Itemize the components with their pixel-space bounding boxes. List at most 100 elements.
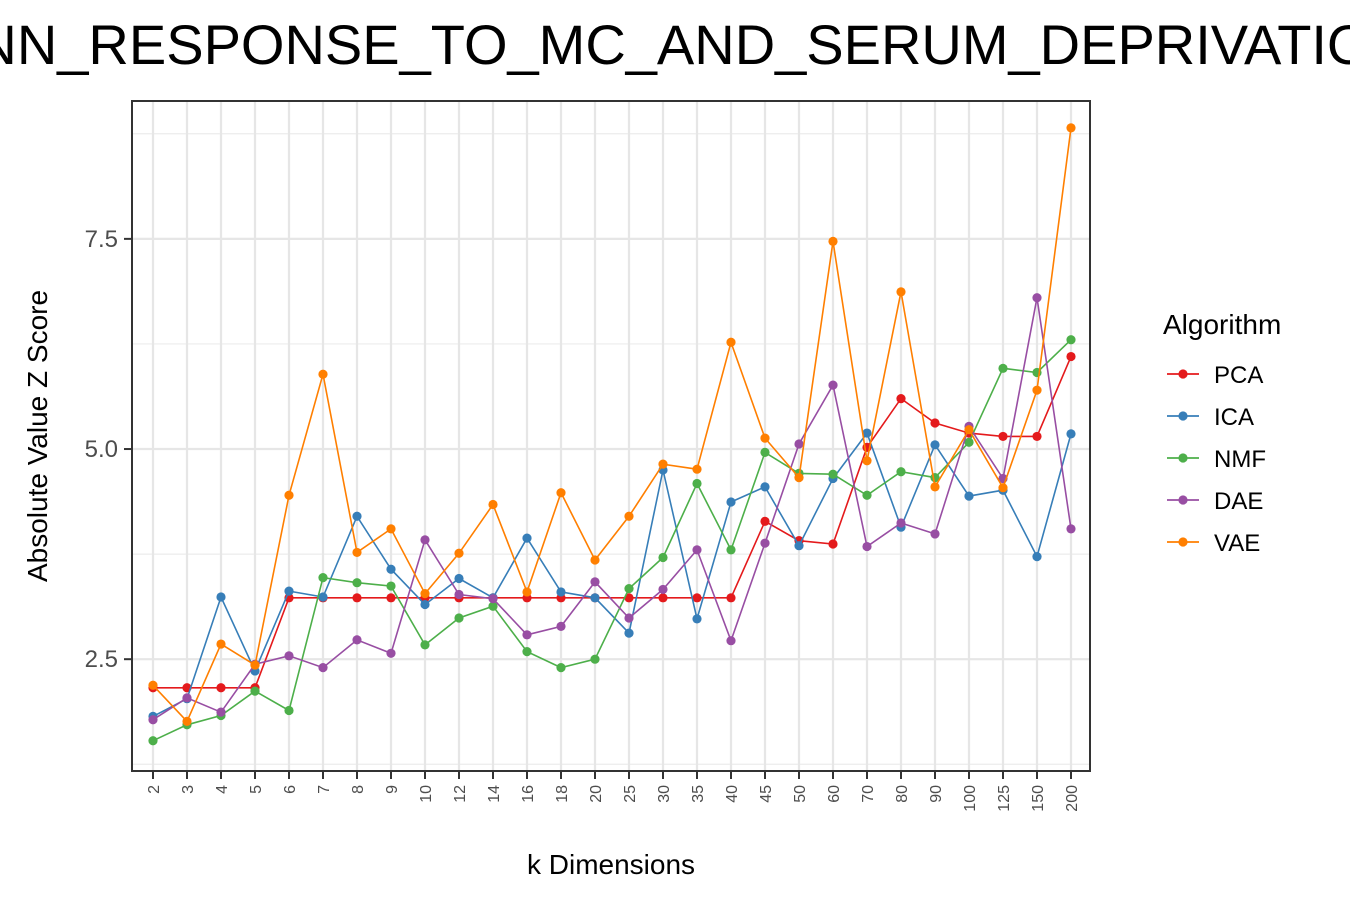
legend-item-ica: ICA (1167, 404, 1254, 431)
series-vae (148, 123, 1076, 727)
x-tick-label: 30 (656, 785, 673, 803)
x-tick-label: 25 (622, 785, 639, 803)
legend-label: PCA (1214, 362, 1263, 389)
chart-title: ANN_RESPONSE_TO_MC_AND_SERUM_DEPRIVATION (0, 13, 1350, 76)
data-point-vae (998, 483, 1008, 493)
data-point-vae (556, 488, 566, 498)
data-point-nmf (522, 647, 532, 657)
data-point-dae (522, 630, 532, 640)
data-point-pca (624, 593, 634, 603)
data-point-pca (658, 593, 668, 603)
data-point-pca (1066, 351, 1076, 362)
data-point-nmf (1066, 335, 1076, 345)
axes: 2.55.07.52 3 4 5 6 7 8 9 10 12 14 16 18 20 25 30 35 40 45 5… (85, 226, 1081, 812)
data-point-nmf (998, 363, 1008, 373)
data-point-nmf (250, 686, 260, 696)
legend-item-vae: VAE (1167, 530, 1260, 557)
x-tick-label: 60 (826, 785, 843, 803)
y-tick-label: 5.0 (85, 436, 118, 463)
data-point-dae (182, 693, 192, 703)
data-point-ica (454, 573, 464, 584)
data-point-vae (318, 369, 328, 379)
data-point-dae (148, 715, 158, 725)
data-point-vae (1032, 385, 1042, 395)
data-point-nmf (896, 467, 906, 477)
data-point-nmf (964, 437, 974, 447)
data-point-nmf (284, 705, 294, 716)
data-point-vae (488, 499, 498, 510)
data-point-nmf (590, 654, 600, 664)
data-point-ica (726, 497, 736, 507)
data-point-vae (692, 464, 702, 474)
plot-panel-border (131, 100, 1091, 772)
data-point-nmf (148, 736, 158, 746)
data-point-dae (1032, 293, 1042, 303)
data-point-ica (1066, 429, 1076, 439)
x-tick-label: 3 (180, 785, 197, 794)
data-point-nmf (760, 447, 770, 457)
data-point-nmf (658, 552, 668, 563)
series-line-pca (153, 356, 1072, 689)
x-axis-title: k Dimensions (527, 849, 695, 880)
data-point-ica (760, 482, 770, 492)
series-line-nmf (152, 339, 1072, 742)
x-tick-label: 6 (282, 785, 299, 794)
x-tick-label: 8 (350, 785, 367, 794)
data-point-nmf (862, 490, 872, 500)
data-point-ica (318, 592, 328, 602)
legend-key-point (1178, 411, 1188, 421)
data-point-vae (250, 660, 260, 670)
x-tick-label: 16 (520, 785, 537, 803)
data-point-ica (692, 614, 702, 624)
data-point-nmf (386, 581, 396, 591)
series-line-dae (152, 297, 1072, 721)
data-point-vae (760, 433, 770, 443)
data-point-vae (420, 589, 430, 599)
x-tick-label: 80 (894, 785, 911, 803)
legend-key-point (1178, 495, 1188, 505)
data-point-vae (386, 524, 396, 534)
x-tick-label: 12 (452, 785, 469, 803)
data-point-nmf (828, 469, 838, 479)
data-point-dae (386, 648, 396, 658)
legend-key-point (1178, 453, 1188, 463)
data-point-dae (658, 584, 668, 595)
data-point-dae (794, 439, 804, 449)
data-point-nmf (454, 613, 464, 623)
data-point-pca (828, 539, 838, 549)
data-point-dae (488, 594, 498, 604)
data-point-vae (896, 287, 906, 297)
data-point-ica (522, 533, 532, 543)
data-point-nmf (556, 662, 566, 673)
data-point-vae (182, 716, 192, 727)
legend-title: Algorithm (1163, 309, 1281, 340)
data-point-vae (522, 587, 532, 597)
data-point-vae (964, 425, 974, 435)
series-ica (148, 428, 1076, 721)
x-tick-label: 200 (1064, 785, 1081, 812)
data-point-dae (726, 636, 736, 646)
data-point-vae (624, 511, 634, 521)
x-tick-label: 10 (418, 785, 435, 803)
data-point-dae (862, 541, 872, 552)
x-tick-label: 90 (928, 785, 945, 803)
series-line-vae (152, 127, 1072, 723)
y-tick-label: 7.5 (85, 226, 118, 253)
x-tick-label: 50 (792, 785, 809, 803)
data-point-ica (284, 586, 294, 596)
data-point-pca (216, 683, 226, 693)
data-point-ica (352, 511, 362, 521)
data-point-vae (454, 548, 464, 558)
data-point-pca (930, 418, 940, 428)
x-tick-label: 150 (1030, 785, 1047, 812)
x-tick-label: 20 (588, 785, 605, 803)
data-point-nmf (692, 478, 702, 489)
x-tick-label: 4 (214, 785, 231, 794)
legend-label: VAE (1214, 530, 1260, 557)
data-point-dae (454, 589, 464, 600)
data-point-ica (216, 592, 226, 602)
data-point-ica (624, 628, 634, 638)
data-point-vae (148, 680, 158, 690)
legend-label: NMF (1214, 446, 1266, 473)
